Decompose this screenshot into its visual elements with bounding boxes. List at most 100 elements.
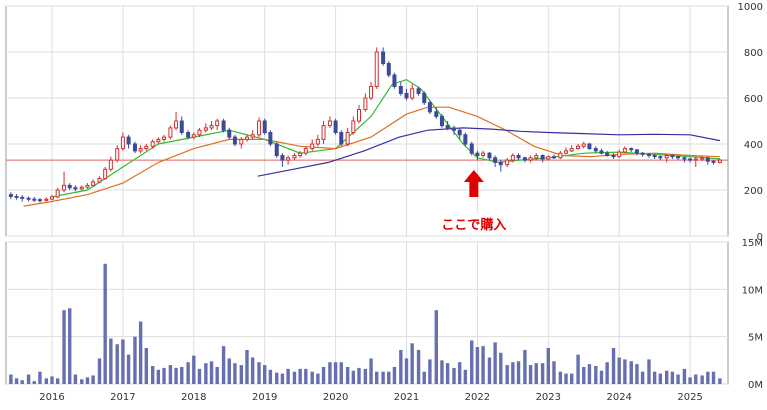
candle-body: [670, 155, 675, 158]
candle-body: [168, 127, 173, 138]
candle-body: [333, 120, 338, 133]
volume-bar: [197, 368, 202, 384]
price-y-tick-label: 600: [744, 94, 763, 105]
volume-bar: [192, 355, 196, 384]
volume-bar: [670, 371, 675, 384]
volume-bar: [115, 344, 119, 384]
volume-bar: [576, 354, 580, 384]
volume-bar: [239, 365, 244, 384]
candle-body: [303, 148, 308, 154]
volume-bar: [487, 357, 492, 384]
candle-body: [558, 152, 563, 159]
volume-bar: [416, 349, 421, 384]
volume-bar: [162, 367, 166, 384]
volume-bar: [26, 374, 31, 384]
volume-bar: [85, 377, 90, 384]
candle-body: [321, 125, 326, 140]
volume-bar: [629, 361, 633, 384]
candle-body: [498, 161, 503, 166]
volume-panel-frame: [5, 241, 729, 385]
volume-bar: [640, 371, 645, 384]
candle-body: [605, 152, 610, 156]
candle-body: [711, 160, 716, 163]
candle-body: [569, 148, 574, 152]
volume-bar: [298, 368, 302, 384]
volume-bar: [399, 349, 403, 384]
volume-bar: [387, 371, 391, 384]
volume-bar: [617, 357, 621, 384]
candle-body: [505, 159, 510, 166]
candle-body: [156, 138, 161, 143]
candle-body: [298, 152, 303, 156]
volume-bar: [68, 308, 72, 384]
candle-body: [693, 158, 698, 161]
candle-body: [126, 136, 131, 145]
candle-body: [564, 150, 569, 154]
candle-body: [115, 148, 120, 161]
volume-bar: [333, 362, 338, 384]
volume-bar: [558, 371, 563, 384]
candle-body: [422, 92, 427, 104]
volume-bar: [658, 373, 663, 384]
volume-bar: [44, 378, 49, 384]
volume-bar: [126, 354, 131, 384]
candle-body: [356, 109, 361, 122]
candle-body: [439, 115, 444, 127]
volume-bar: [250, 357, 255, 384]
volume-bar: [564, 373, 568, 384]
candle-body: [416, 88, 421, 94]
candle-body: [8, 194, 13, 197]
candle-body: [14, 195, 19, 198]
candle-body: [634, 149, 639, 154]
candle-body: [221, 120, 226, 131]
volume-bar: [310, 371, 314, 384]
candle-body: [209, 125, 214, 129]
volume-bar: [32, 381, 36, 384]
volume-bar: [528, 365, 533, 384]
candle-body: [120, 136, 125, 150]
candle-body: [339, 132, 344, 145]
volume-bar: [445, 363, 450, 384]
candle-body: [581, 143, 586, 147]
candle-body: [434, 111, 439, 117]
price-y-tick-label: 1000: [738, 2, 763, 13]
volume-bar: [97, 358, 102, 384]
volume-bar: [434, 310, 438, 384]
volume-bar: [505, 365, 509, 384]
volume-bar: [375, 371, 379, 384]
volume-bar: [481, 346, 485, 384]
candle-body: [646, 153, 651, 157]
candle-body: [587, 143, 592, 150]
candle-body: [132, 143, 137, 152]
candle-body: [599, 150, 604, 154]
volume-bar: [718, 378, 722, 384]
volume-bar: [109, 338, 113, 384]
price-y-tick-label: 400: [744, 140, 763, 151]
volume-bar: [676, 374, 680, 384]
candle-body: [398, 86, 403, 94]
x-tick-label: 2016: [39, 392, 64, 403]
candle-body: [203, 127, 208, 131]
candle-body: [611, 155, 616, 158]
candle-body: [162, 136, 167, 140]
candle-body: [682, 157, 687, 160]
volume-bar: [55, 378, 60, 384]
candle-body: [197, 129, 202, 136]
volume-bar: [80, 379, 84, 384]
price-y-tick-label: 0: [757, 232, 763, 243]
volume-bar: [138, 321, 143, 384]
volume-y-tick-label: 0M: [748, 380, 763, 391]
volume-bar: [665, 370, 669, 384]
volume-bar: [280, 373, 285, 384]
volume-bar: [594, 366, 598, 384]
candle-body: [191, 134, 196, 138]
volume-bar: [14, 378, 19, 384]
candle-body: [546, 156, 551, 160]
candle-body: [257, 120, 262, 136]
volume-bar: [91, 375, 95, 384]
volume-bar: [711, 371, 716, 384]
volume-bar: [605, 362, 609, 384]
volume-bar: [511, 362, 515, 384]
